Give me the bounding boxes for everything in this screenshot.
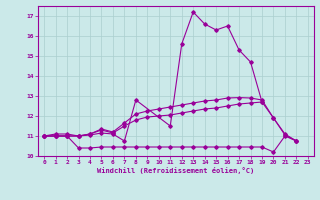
X-axis label: Windchill (Refroidissement éolien,°C): Windchill (Refroidissement éolien,°C) xyxy=(97,167,255,174)
